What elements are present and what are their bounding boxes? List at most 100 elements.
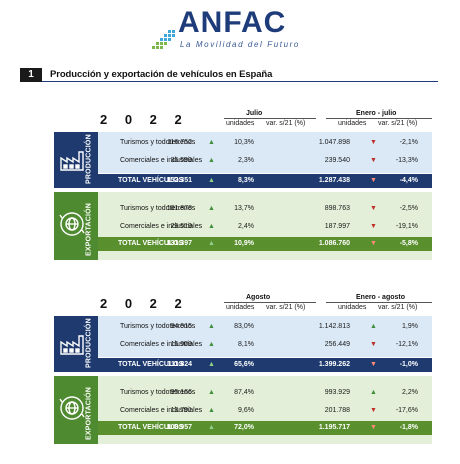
period-a-units: 13.791 [170, 407, 192, 414]
table-row: Turismos y todoterrenos 116.752 ▲ 10,3% 1.04… [98, 136, 432, 150]
table-row: Comerciales e industriales 35.599 ▲ 2,3% 239… [98, 154, 432, 168]
down-arrow-icon: ▼ [370, 240, 377, 247]
down-arrow-icon: ▼ [370, 341, 377, 348]
logo-tagline: La Movilidad del Futuro [180, 40, 300, 49]
period-b-units: 256.449 [324, 341, 350, 348]
period-b-var: -1,8% [399, 424, 418, 431]
export-side-band: EXPORTACIÓN [54, 376, 98, 444]
period-a-var: 72,0% [234, 424, 254, 431]
logo-wordmark: ANFAC [178, 6, 287, 39]
row-label: TOTAL VEHÍCULOS [118, 361, 184, 368]
production-label: PRODUCCIÓN [85, 134, 93, 184]
period-a-units: 95.166 [170, 389, 192, 396]
up-arrow-icon: ▲ [370, 323, 377, 330]
period-b-rule [326, 302, 432, 303]
period-a-units: 152.351 [166, 177, 192, 184]
row-label: TOTAL VEHÍCULOS [118, 240, 184, 247]
up-arrow-icon: ▲ [208, 361, 215, 368]
period-b-units: 1.142.813 [318, 323, 350, 330]
down-arrow-icon: ▼ [370, 424, 377, 431]
period-b-rule [326, 118, 432, 119]
down-arrow-icon: ▼ [370, 361, 377, 368]
period-a-title: Julio [246, 110, 263, 117]
export-side-band: EXPORTACIÓN [54, 192, 98, 260]
period-b-var: 2,2% [402, 389, 418, 396]
up-arrow-icon: ▲ [208, 177, 215, 184]
period-b-var: 1,9% [402, 323, 418, 330]
period-b-units: 187.997 [324, 223, 350, 230]
section-number: 1 [20, 68, 42, 82]
period-a-var: 2,3% [238, 157, 254, 164]
var-header: var. s/21 (%) [378, 304, 418, 311]
period-a-var: 13,7% [234, 205, 254, 212]
table-row: Turismos y todoterrenos 95.166 ▲ 87,4% 993.9… [98, 386, 432, 400]
table-row: Turismos y todoterrenos 94.915 ▲ 83,0% 1.142… [98, 320, 432, 334]
row-label: Turismos y todoterrenos [120, 323, 196, 330]
period-b-var: -1,0% [399, 361, 418, 368]
row-label: Turismos y todoterrenos [120, 139, 196, 146]
period-b-units: 1.086.760 [318, 240, 350, 247]
period-a-units: 108.957 [166, 424, 192, 431]
units-header: unidades [226, 304, 255, 311]
row-label: Comerciales e industriales [120, 341, 203, 348]
period-a-var: 8,1% [238, 341, 254, 348]
up-arrow-icon: ▲ [208, 157, 215, 164]
up-arrow-icon: ▲ [208, 341, 215, 348]
row-label: Turismos y todoterrenos [120, 389, 196, 396]
section-header: 1 Producción y exportación de vehículos … [20, 68, 438, 82]
production-label: PRODUCCIÓN [85, 318, 93, 368]
period-a-var: 10,3% [234, 139, 254, 146]
period-b-var: -12,1% [395, 341, 418, 348]
total-row: TOTAL VEHÍCULOS 131.397 ▲ 10,9% 1.086.760 ▼ -5… [98, 237, 432, 251]
row-label: TOTAL VEHÍCULOS [118, 424, 184, 431]
units-header: unidades [338, 120, 367, 127]
total-row: TOTAL VEHÍCULOS 152.351 ▲ 8,3% 1.287.438 ▼ -4,… [98, 174, 432, 188]
period-a-units: 35.599 [170, 157, 192, 164]
period-a-var: 87,4% [234, 389, 254, 396]
row-label: Turismos y todoterrenos [120, 205, 196, 212]
period-a-units: 116.752 [167, 139, 192, 146]
production-side-band: PRODUCCIÓN [54, 316, 98, 372]
globe-exchange-icon [58, 394, 86, 422]
period-b-var: -4,4% [399, 177, 418, 184]
up-arrow-icon: ▲ [208, 223, 215, 230]
period-b-title: Enero - julio [356, 110, 397, 117]
period-a-units: 101.878 [166, 205, 192, 212]
table-row: Turismos y todoterrenos 101.878 ▲ 13,7% 898.… [98, 202, 432, 216]
section-title: Producción y exportación de vehículos en… [50, 69, 273, 80]
up-arrow-icon: ▲ [208, 424, 215, 431]
year-label: 2 0 2 2 [100, 296, 189, 311]
row-label: Comerciales e industriales [120, 223, 203, 230]
period-b-units: 239.540 [324, 157, 350, 164]
units-header: unidades [226, 120, 255, 127]
period-a-var: 10,9% [234, 240, 254, 247]
period-b-units: 898.763 [324, 205, 350, 212]
total-row: TOTAL VEHÍCULOS 111.824 ▲ 65,6% 1.399.262 ▼ -1… [98, 358, 432, 372]
table-row: Comerciales e industriales 29.519 ▲ 2,4% 187… [98, 220, 432, 234]
export-label: EXPORTACIÓN [85, 386, 93, 440]
down-arrow-icon: ▼ [370, 205, 377, 212]
row-label: Comerciales e industriales [120, 407, 203, 414]
globe-exchange-icon [58, 210, 86, 238]
down-arrow-icon: ▼ [370, 139, 377, 146]
period-a-units: 94.915 [170, 323, 192, 330]
period-b-units: 993.929 [324, 389, 350, 396]
period-b-units: 1.047.898 [318, 139, 350, 146]
up-arrow-icon: ▲ [208, 323, 215, 330]
anfac-logo: ANFAC La Movilidad del Futuro [150, 4, 310, 54]
up-arrow-icon: ▲ [370, 389, 377, 396]
up-arrow-icon: ▲ [208, 139, 215, 146]
table-row: Comerciales e industriales 16.909 ▲ 8,1% 256… [98, 338, 432, 352]
row-separator [98, 357, 432, 358]
down-arrow-icon: ▼ [370, 177, 377, 184]
period-a-rule [224, 302, 316, 303]
logo-dots-icon [152, 30, 175, 49]
var-header: var. s/21 (%) [266, 120, 306, 127]
up-arrow-icon: ▲ [208, 407, 215, 414]
period-b-units: 201.788 [324, 407, 350, 414]
period-a-var: 65,6% [234, 361, 254, 368]
down-arrow-icon: ▼ [370, 157, 377, 164]
row-label: TOTAL VEHÍCULOS [118, 177, 184, 184]
period-b-title: Enero - agosto [356, 294, 406, 301]
period-a-units: 16.909 [170, 341, 192, 348]
